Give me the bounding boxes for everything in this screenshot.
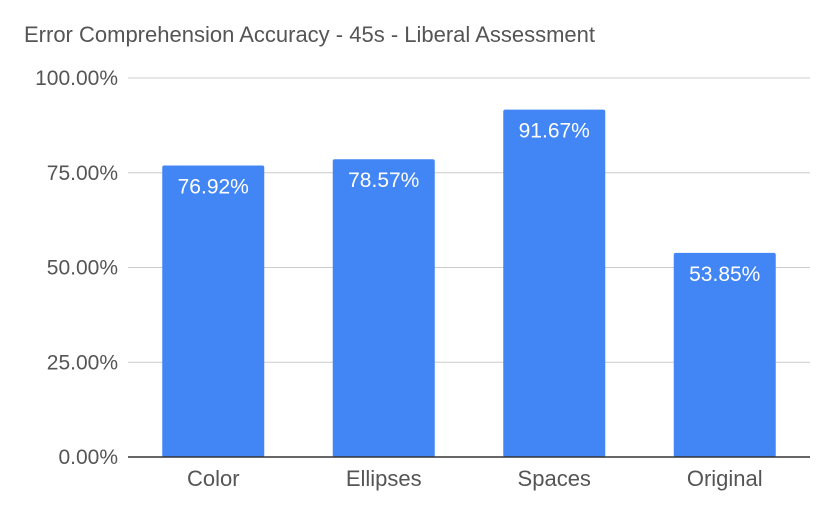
data-label: 53.85% <box>689 263 760 286</box>
y-axis-ticks: 0.00% 25.00% 50.00% 75.00% 100.00% <box>35 67 118 469</box>
data-label: 91.67% <box>519 120 590 143</box>
chart-title: Error Comprehension Accuracy - 45s - Lib… <box>24 22 596 47</box>
x-category-label: Ellipses <box>346 466 422 491</box>
y-tick-label: 50.00% <box>47 257 118 280</box>
x-category-label: Original <box>687 466 763 491</box>
y-tick-label: 25.00% <box>47 351 118 374</box>
data-label: 78.57% <box>348 169 419 192</box>
bar <box>162 165 265 457</box>
data-label: 76.92% <box>178 175 249 198</box>
y-tick-label: 100.00% <box>35 67 118 90</box>
bars: 76.92% 78.57% 91.67% 53.85% <box>162 109 776 457</box>
bar <box>332 159 435 457</box>
bar <box>503 109 606 457</box>
x-axis-labels: Color Ellipses Spaces Original <box>187 466 763 491</box>
x-category-label: Spaces <box>518 466 591 491</box>
x-category-label: Color <box>187 466 240 491</box>
y-tick-label: 75.00% <box>47 162 118 185</box>
y-tick-label: 0.00% <box>58 446 118 469</box>
bar <box>673 252 776 457</box>
